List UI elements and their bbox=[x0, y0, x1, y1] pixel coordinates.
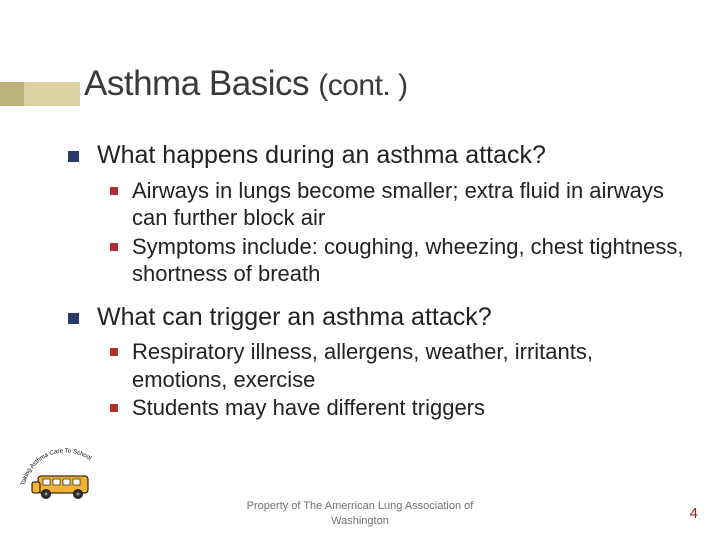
bullet-square-icon bbox=[68, 151, 79, 162]
slide-title-suffix: (cont. ) bbox=[318, 69, 407, 102]
page-number: 4 bbox=[690, 505, 698, 522]
slide-title: Asthma Basics (cont. ) bbox=[84, 64, 408, 104]
list-item-text: Students may have different triggers bbox=[132, 394, 485, 422]
bullet-square-icon bbox=[68, 313, 79, 324]
slide-title-main: Asthma Basics bbox=[84, 64, 309, 103]
list-item: Respiratory illness, allergens, weather,… bbox=[110, 338, 690, 393]
footer-line-2: Washington bbox=[331, 515, 389, 527]
slide-content: What happens during an asthma attack? Ai… bbox=[68, 128, 690, 428]
bus-icon bbox=[32, 476, 88, 499]
list-item: Airways in lungs become smaller; extra f… bbox=[110, 177, 690, 232]
title-accent-square bbox=[0, 82, 24, 106]
list-item: Symptoms include: coughing, wheezing, ch… bbox=[110, 233, 690, 288]
section-1-items: Airways in lungs become smaller; extra f… bbox=[110, 177, 690, 288]
bullet-square-icon bbox=[110, 187, 118, 195]
list-item: Students may have different triggers bbox=[110, 394, 690, 422]
section-1: What happens during an asthma attack? Ai… bbox=[68, 140, 690, 288]
title-accent-bar bbox=[0, 82, 80, 106]
section-1-heading-row: What happens during an asthma attack? bbox=[68, 140, 690, 171]
list-item-text: Airways in lungs become smaller; extra f… bbox=[132, 177, 690, 232]
section-2-heading: What can trigger an asthma attack? bbox=[97, 302, 492, 333]
bullet-square-icon bbox=[110, 404, 118, 412]
school-bus-logo: Taking Asthma Care To School bbox=[18, 442, 113, 504]
bullet-square-icon bbox=[110, 348, 118, 356]
section-1-heading: What happens during an asthma attack? bbox=[97, 140, 546, 171]
list-item-text: Symptoms include: coughing, wheezing, ch… bbox=[132, 233, 690, 288]
list-item-text: Respiratory illness, allergens, weather,… bbox=[132, 338, 690, 393]
footer-attribution: Property of The Amerrican Lung Associati… bbox=[0, 499, 720, 528]
section-2-items: Respiratory illness, allergens, weather,… bbox=[110, 338, 690, 422]
section-2-heading-row: What can trigger an asthma attack? bbox=[68, 302, 690, 333]
section-2: What can trigger an asthma attack? Respi… bbox=[68, 302, 690, 422]
footer-line-1: Property of The Amerrican Lung Associati… bbox=[247, 500, 474, 512]
bullet-square-icon bbox=[110, 243, 118, 251]
